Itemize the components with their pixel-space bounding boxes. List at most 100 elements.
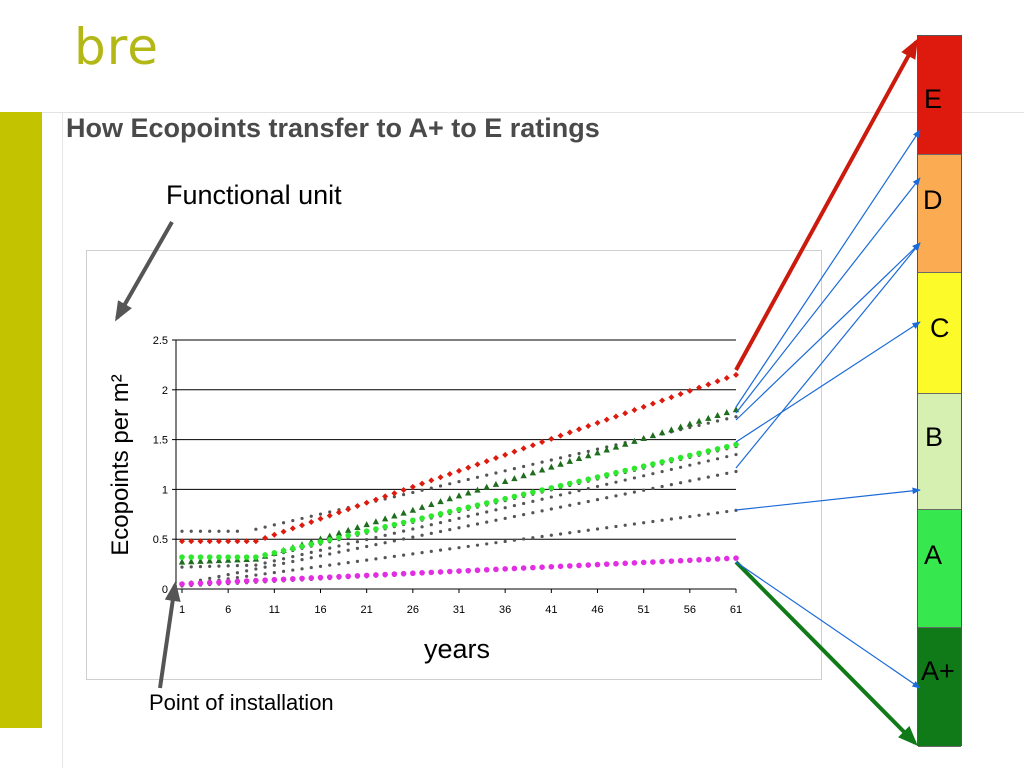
data-point [697,513,701,517]
data-point [668,456,675,463]
data-point [466,477,470,482]
data-point [437,474,444,481]
x-tick-label: 41 [545,604,557,616]
data-point [291,518,295,523]
data-point [363,499,370,506]
data-point [291,554,295,559]
data-point [586,528,590,532]
series-grey-dotted [180,452,738,569]
data-point [723,555,730,562]
data-point [734,415,738,419]
data-point [448,547,452,551]
data-point [687,452,693,459]
data-point [613,469,619,476]
data-point [530,564,536,571]
x-tick-label: 46 [591,604,603,616]
data-point [642,488,646,492]
data-point [688,514,692,519]
data-point [337,544,341,548]
data-point [365,537,369,542]
data-point [474,461,481,468]
data-point [263,572,267,576]
data-point [448,528,452,532]
data-point [188,554,195,560]
data-point [448,482,452,486]
data-point [197,538,204,545]
data-point [485,510,489,514]
data-point [457,480,461,484]
x-tick-label: 16 [314,604,326,616]
data-point [428,501,435,508]
data-point [400,487,407,494]
data-point [318,512,323,516]
data-point [612,443,620,450]
data-point [466,514,470,518]
data-point [245,569,249,573]
rating-label: E [924,84,943,114]
data-point [568,491,572,495]
data-point [649,400,656,407]
rating-arrow [735,242,921,421]
data-point [457,546,461,550]
data-point [271,549,278,556]
data-point [446,471,453,478]
data-point [188,580,195,587]
data-point [651,472,655,476]
data-point [475,475,480,479]
data-point [622,467,628,474]
data-point [557,432,564,439]
series-grey-dotted [180,415,738,533]
data-point [734,469,738,474]
data-point [566,457,573,464]
data-point [345,506,352,513]
data-point [577,501,581,505]
data-point [217,574,221,579]
data-point [226,564,230,568]
data-point [660,518,664,522]
data-point [429,486,433,490]
data-point [234,578,241,585]
data-point [485,542,489,546]
data-point [520,445,527,452]
data-point [355,559,360,563]
data-point [660,469,664,474]
data-point [326,512,333,519]
rating-band-5: A [918,510,961,628]
x-tick-label: 11 [269,604,280,616]
data-point [391,490,398,497]
data-point [365,558,369,562]
data-point [225,538,232,545]
data-point [179,554,185,560]
data-point [179,538,185,545]
data-point [372,518,380,525]
data-point [512,514,517,519]
data-point [529,469,537,476]
data-point [706,475,710,479]
data-point [631,560,638,566]
data-point [548,435,555,442]
data-point [391,512,398,519]
data-point [198,529,203,533]
data-point [189,529,193,533]
data-point [465,504,472,511]
data-point [335,509,342,516]
x-tick-label: 61 [730,604,742,616]
data-point [300,516,304,521]
data-point [605,482,609,486]
data-point [272,559,276,563]
x-axis-label: years [424,634,490,664]
data-point [411,552,415,556]
data-point [465,464,472,471]
data-point [651,519,655,524]
data-point [733,555,739,561]
data-point [345,573,352,580]
data-point [309,556,313,560]
y-tick-label: 1 [162,484,168,496]
rating-label: A [924,540,943,570]
data-point [576,426,583,433]
data-point [299,522,306,529]
point-of-installation-label: Point of installation [149,690,334,715]
data-point [614,480,618,484]
data-point [474,502,481,508]
data-point [280,576,287,583]
